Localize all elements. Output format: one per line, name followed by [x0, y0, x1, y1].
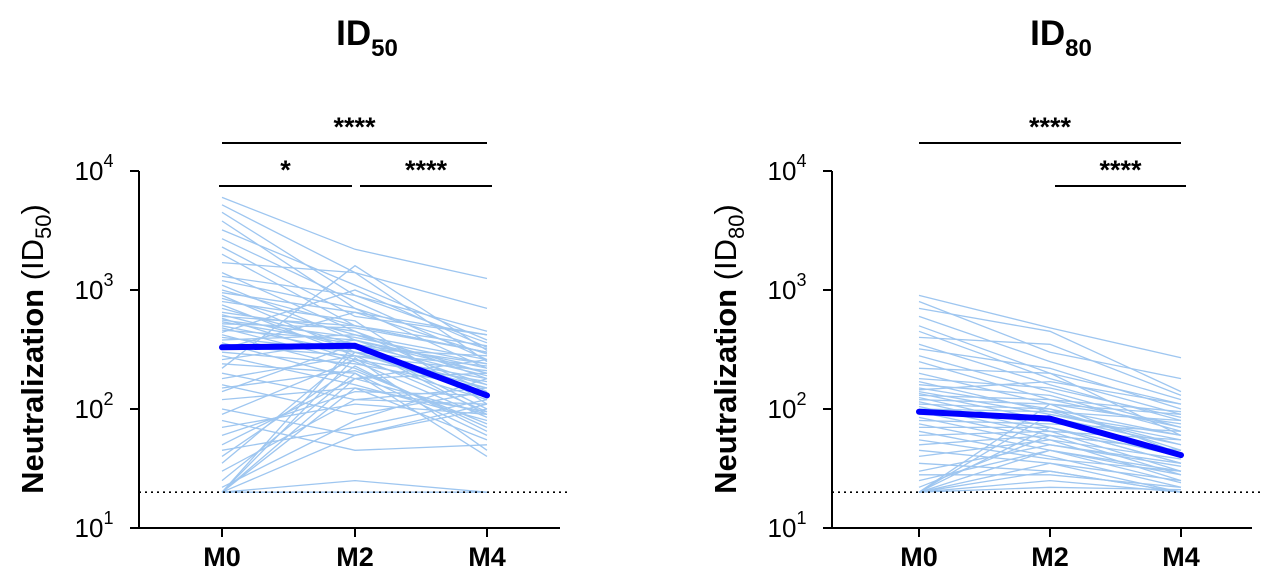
individual-line: [221, 358, 488, 493]
individual-line: [918, 486, 1182, 493]
individual-line: [918, 439, 1182, 472]
individual-lines: [918, 294, 1182, 493]
individual-line: [918, 430, 1182, 488]
y-tick-label: 101: [75, 508, 114, 543]
chart-title: ID50: [336, 14, 398, 62]
individual-line: [918, 294, 1182, 359]
significance-label: ****: [405, 155, 448, 185]
y-tick-label: 103: [768, 270, 807, 305]
individual-line: [221, 339, 488, 369]
individual-line: [918, 449, 1182, 493]
axes: 101 102 103 104 M0 M2 M4: [75, 151, 568, 572]
individual-line: [221, 390, 488, 437]
y-tick-label: 102: [75, 389, 114, 424]
x-tick-label: M4: [468, 542, 506, 572]
y-tick-label: 104: [768, 151, 807, 186]
median-line: [219, 342, 490, 399]
individual-line: [221, 358, 488, 416]
individual-line: [221, 387, 488, 493]
individual-line: [221, 204, 488, 310]
individual-line: [221, 351, 488, 464]
individual-line: [918, 343, 1182, 422]
individual-line: [221, 370, 488, 425]
individual-line: [918, 439, 1182, 460]
y-tick-label: 103: [75, 270, 114, 305]
significance-brackets: * ********: [219, 112, 492, 187]
significance-brackets: **** ****: [919, 112, 1186, 187]
individual-line: [221, 334, 488, 361]
individual-line: [918, 336, 1182, 397]
individual-line: [918, 462, 1182, 493]
individual-line: [918, 403, 1182, 493]
individual-line: [221, 479, 488, 493]
y-tick-label: 104: [75, 151, 114, 186]
significance-label: ****: [1099, 155, 1142, 185]
x-tick-label: M0: [900, 542, 938, 572]
panel-id80: ID80 Neutralization (ID80) 101 102 103 104 M…: [708, 14, 1260, 572]
individual-line: [221, 264, 488, 369]
individual-line: [221, 323, 488, 353]
individual-line: [221, 419, 488, 451]
individual-line: [221, 289, 488, 348]
individual-line: [221, 372, 488, 482]
individual-line: [918, 315, 1182, 401]
chart-title: ID80: [1030, 14, 1092, 62]
individual-line: [918, 408, 1182, 422]
axes: 101 102 103 104 M0 M2 M4: [768, 151, 1260, 572]
median-line: [916, 408, 1184, 459]
median-line-group: [219, 342, 490, 399]
individual-line: [221, 356, 488, 493]
y-axis-label: Neutralization (ID80): [708, 204, 749, 494]
x-tick-label: M4: [1162, 542, 1200, 572]
individual-line: [918, 403, 1182, 437]
significance-label: ****: [333, 112, 376, 142]
individual-line: [918, 330, 1182, 416]
x-tick-label: M2: [336, 542, 374, 572]
individual-line: [221, 315, 488, 347]
median-line-group: [916, 408, 1184, 459]
individual-line: [221, 311, 488, 355]
individual-line: [221, 229, 488, 341]
individual-line: [918, 426, 1182, 493]
individual-line: [221, 377, 488, 488]
individual-line: [918, 355, 1182, 429]
individual-line: [221, 246, 488, 336]
individual-line: [221, 196, 488, 280]
individual-line: [221, 355, 488, 380]
individual-line: [918, 380, 1182, 405]
individual-line: [918, 367, 1182, 436]
x-tick-label: M0: [203, 542, 241, 572]
significance-label: *: [280, 155, 291, 185]
individual-line: [918, 348, 1182, 410]
individual-line: [918, 413, 1182, 493]
y-axis-label: Neutralization (ID50): [15, 204, 56, 494]
y-tick-label: 101: [768, 508, 807, 543]
individual-line: [221, 384, 488, 416]
y-tick-label: 102: [768, 389, 807, 424]
x-tick-label: M2: [1031, 542, 1069, 572]
individual-line: [221, 279, 488, 369]
individual-line: [918, 307, 1182, 393]
significance-label: ****: [1029, 112, 1072, 142]
individual-line: [918, 377, 1182, 419]
panel-id50: ID50 Neutralization (ID50) 101 102 103 104 M…: [15, 14, 568, 572]
individual-line: [221, 261, 488, 363]
individual-line: [918, 384, 1182, 432]
individual-line: [221, 403, 488, 493]
individual-line: [918, 300, 1182, 380]
individual-line: [918, 325, 1182, 405]
individual-line: [221, 403, 488, 429]
individual-line: [918, 470, 1182, 493]
